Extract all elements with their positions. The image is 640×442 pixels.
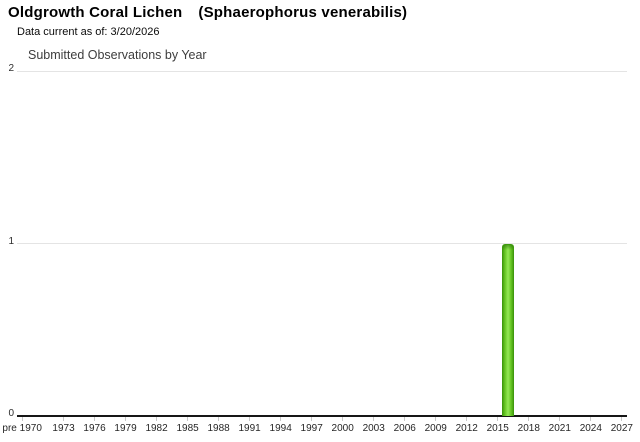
x-axis-label: 1994 <box>269 423 292 434</box>
x-axis-tick <box>125 417 127 421</box>
species-common-name: Oldgrowth Coral Lichen <box>8 4 183 21</box>
x-axis-label: 1979 <box>114 423 137 434</box>
x-axis-tick <box>466 417 468 421</box>
x-axis-label: 1976 <box>83 423 106 434</box>
x-axis-label: 2021 <box>548 423 571 434</box>
x-axis-tick <box>528 417 530 421</box>
x-axis-label: 1985 <box>176 423 199 434</box>
y-gridline <box>17 70 627 72</box>
data-current-text: Data current as of: 3/20/2026 <box>17 26 160 38</box>
x-axis-label: 2027 <box>610 423 633 434</box>
x-axis-tick <box>21 417 23 421</box>
x-axis-tick <box>590 417 592 421</box>
x-axis-tick <box>63 417 65 421</box>
x-axis-tick <box>435 417 437 421</box>
x-axis-label: 2000 <box>331 423 354 434</box>
x-axis-label: 2024 <box>579 423 602 434</box>
x-axis-label: 2015 <box>486 423 509 434</box>
y-axis-label: 2 <box>8 63 14 74</box>
y-axis-label: 0 <box>8 408 14 419</box>
x-axis-tick <box>621 417 623 421</box>
chart-title: Submitted Observations by Year <box>28 48 207 62</box>
x-axis-tick <box>404 417 406 421</box>
y-gridline <box>17 243 627 244</box>
species-scientific-name: (Sphaerophorus venerabilis) <box>198 4 408 21</box>
x-axis-tick <box>311 417 313 421</box>
page-title: Oldgrowth Coral Lichen (Sphaerophorus ve… <box>8 4 407 21</box>
x-axis-label: 2009 <box>424 423 447 434</box>
x-axis-label: 2018 <box>517 423 540 434</box>
x-axis-tick <box>94 417 96 421</box>
x-axis-label: 1991 <box>238 423 261 434</box>
y-axis-label: 1 <box>8 235 14 247</box>
x-axis-tick <box>280 417 282 421</box>
x-axis-tick <box>187 417 189 421</box>
x-axis-label: 1988 <box>207 423 230 434</box>
x-axis-tick <box>373 417 375 421</box>
x-axis-tick <box>156 417 158 421</box>
x-axis-tick <box>342 417 344 421</box>
x-axis-label: 2003 <box>362 423 385 434</box>
plot-area: 0 1 2 pre 1970 1973 1976 1979 1982 1985 1988 1991 1… <box>2 64 633 435</box>
x-axis-label: 2012 <box>455 423 478 434</box>
x-axis-label: 2006 <box>393 423 416 434</box>
x-axis-tick <box>559 417 561 421</box>
x-axis-label: 1982 <box>145 423 168 434</box>
x-axis-label: 1997 <box>300 423 323 434</box>
x-axis-tick <box>497 417 499 421</box>
x-axis-label: pre 1970 <box>2 423 42 434</box>
x-axis-line <box>17 415 627 417</box>
observation-bar-2016 <box>502 243 515 416</box>
x-axis-label: 1973 <box>52 423 75 434</box>
x-axis-tick <box>218 417 220 421</box>
x-axis-tick <box>249 417 251 421</box>
